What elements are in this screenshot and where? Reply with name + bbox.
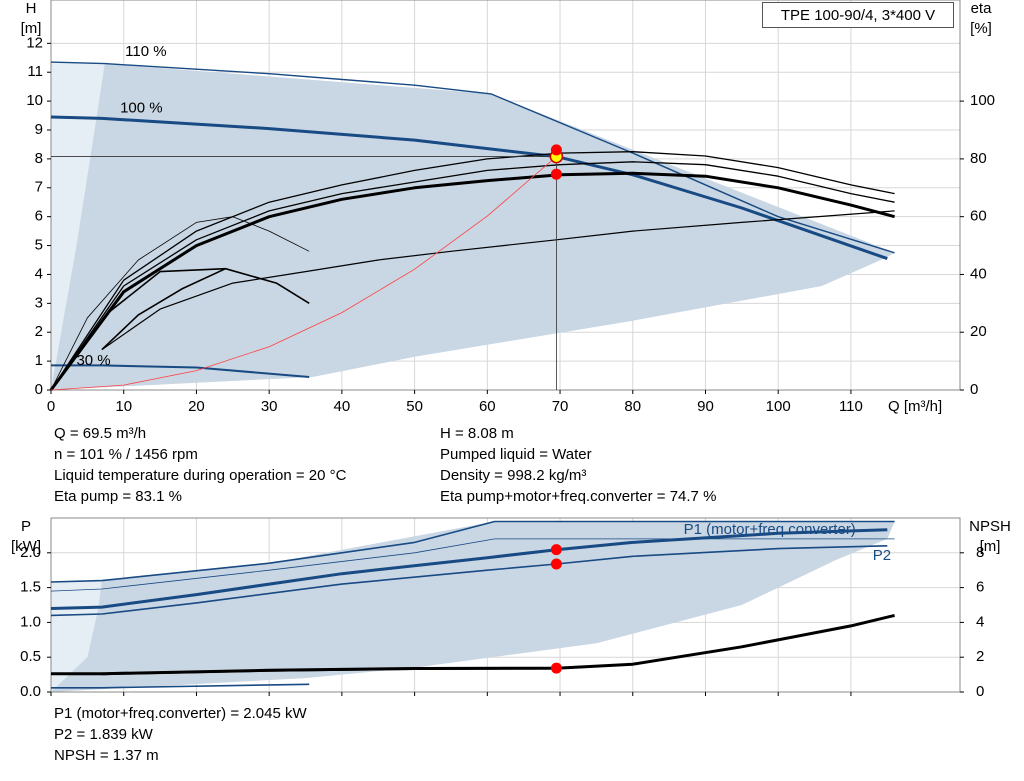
system-curve-line — [50, 156, 557, 391]
power-curve-line — [50, 520, 895, 583]
flow-tick-label: 40 — [334, 398, 351, 415]
head-tick-label: 11 — [27, 63, 43, 80]
power-point-marker — [550, 544, 562, 556]
eta-axis-unit: [%] — [970, 20, 992, 37]
power-tick-label: 2.0 — [20, 544, 41, 561]
power-axis-title: P — [21, 518, 31, 535]
p2-readout: P2 = 1.839 kW — [54, 726, 153, 743]
power-info: P1 (motor+freq.converter) = 2.045 kW P2 … — [54, 703, 307, 766]
head-tick-label: 8 — [35, 150, 43, 167]
power-plot-frame — [50, 517, 961, 693]
flow-tick-label: 0 — [47, 398, 55, 415]
power-curve-line — [51, 683, 310, 689]
eta-point-marker — [550, 144, 562, 156]
head-tick-label: 12 — [26, 34, 43, 51]
operating-info-left: Q = 69.5 m³/h n = 101 % / 1456 rpm Liqui… — [54, 423, 346, 507]
pump-title-box: TPE 100-90/4, 3*400 V — [762, 2, 954, 28]
eta-point-marker — [550, 168, 562, 180]
density-readout: Density = 998.2 kg/m³ — [440, 467, 587, 484]
power-axis-unit: [kW] — [11, 538, 41, 555]
eta-curve-line — [101, 210, 895, 351]
power-tick-label: 1.0 — [20, 613, 41, 630]
head-tick-label: 10 — [26, 92, 43, 109]
speed-readout: n = 101 % / 1456 rpm — [54, 446, 198, 463]
flow-tick-label: 80 — [624, 398, 641, 415]
pumped-liquid-readout: Pumped liquid = Water — [440, 446, 592, 463]
head-axis-title: H — [26, 0, 37, 17]
npsh-tick-label: 8 — [976, 544, 984, 561]
power-point-marker — [550, 558, 562, 570]
eta-curve-line — [50, 161, 895, 391]
power-series-label: P1 (motor+freq.converter) — [684, 521, 856, 538]
flow-tick-label: 50 — [406, 398, 423, 415]
power-tick-label: 0.5 — [20, 648, 41, 665]
eta-tick-label: 20 — [970, 323, 987, 340]
head-curve-line — [50, 115, 888, 261]
head-tick-label: 9 — [35, 121, 43, 138]
head-plot-frame — [50, 0, 961, 391]
eta-curve-line — [50, 267, 310, 391]
power-tick-label: 1.5 — [20, 579, 41, 596]
eta-curve-line — [50, 216, 310, 391]
flow-tick-label: 60 — [479, 398, 496, 415]
head-tick-label: 7 — [35, 179, 43, 196]
speed-curve-label: 110 % — [125, 43, 166, 60]
head-tick-label: 3 — [35, 294, 43, 311]
eta-tick-label: 100 — [970, 92, 995, 109]
head-tick-label: 2 — [35, 323, 43, 340]
npsh-tick-label: 0 — [976, 683, 984, 700]
eta-tick-label: 80 — [970, 150, 987, 167]
head-operating-area-light — [51, 62, 105, 390]
head-curve-line — [51, 364, 310, 378]
head-curve-line — [50, 61, 895, 254]
npsh-tick-label: 6 — [976, 579, 984, 596]
npsh-axis-title: NPSH — [969, 518, 1011, 535]
npsh-tick-label: 2 — [976, 648, 984, 665]
head-axis-unit: [m] — [21, 20, 42, 37]
flow-tick-label: 90 — [697, 398, 714, 415]
head-tick-label: 5 — [35, 237, 43, 254]
eta-tick-label: 0 — [970, 381, 978, 398]
npsh-readout: NPSH = 1.37 m — [54, 747, 159, 764]
flow-readout: Q = 69.5 m³/h — [54, 425, 147, 442]
operating-info-right: H = 8.08 m Pumped liquid = Water Density… — [440, 423, 716, 507]
power-curve-line — [50, 528, 888, 610]
head-tick-label: 4 — [35, 265, 43, 282]
eta-tick-label: 40 — [970, 265, 987, 282]
eta-tick-label: 60 — [970, 208, 987, 225]
eta-axis-title: eta — [971, 0, 993, 17]
p1-readout: P1 (motor+freq.converter) = 2.045 kW — [54, 705, 307, 722]
npsh-curve-line — [101, 668, 557, 676]
head-tick-label: 0 — [35, 381, 43, 398]
flow-axis-label: Q [m³/h] — [888, 398, 942, 415]
head-readout: H = 8.08 m — [440, 425, 514, 442]
flow-tick-label: 110 — [839, 398, 863, 415]
eta-curve-line — [101, 267, 226, 351]
flow-tick-label: 20 — [188, 398, 205, 415]
eta-total-readout: Eta pump+motor+freq.converter = 74.7 % — [440, 488, 717, 505]
npsh-point-marker — [550, 662, 562, 674]
flow-tick-label: 10 — [115, 398, 132, 415]
eta-curve-line — [49, 171, 895, 391]
speed-curve-label: 100 % — [120, 99, 163, 116]
power-series-label: P2 — [873, 547, 891, 564]
power-operating-area — [51, 521, 895, 692]
power-curve-line — [50, 545, 888, 617]
power-curve-line — [50, 538, 895, 592]
flow-tick-label: 70 — [552, 398, 569, 415]
eta-curve-line — [50, 151, 895, 391]
speed-curve-label: 30 % — [76, 352, 110, 369]
head-tick-label: 1 — [35, 352, 43, 369]
npsh-axis-unit: [m] — [980, 538, 1001, 555]
head-tick-label: 6 — [35, 208, 43, 225]
liquid-temperature-readout: Liquid temperature during operation = 20… — [54, 467, 347, 484]
npsh-tick-label: 4 — [976, 613, 984, 630]
flow-tick-label: 100 — [766, 398, 791, 415]
eta-pump-readout: Eta pump = 83.1 % — [54, 488, 182, 505]
flow-tick-label: 30 — [261, 398, 278, 415]
head-operating-area — [51, 62, 895, 390]
power-tick-label: 0.0 — [20, 683, 41, 700]
